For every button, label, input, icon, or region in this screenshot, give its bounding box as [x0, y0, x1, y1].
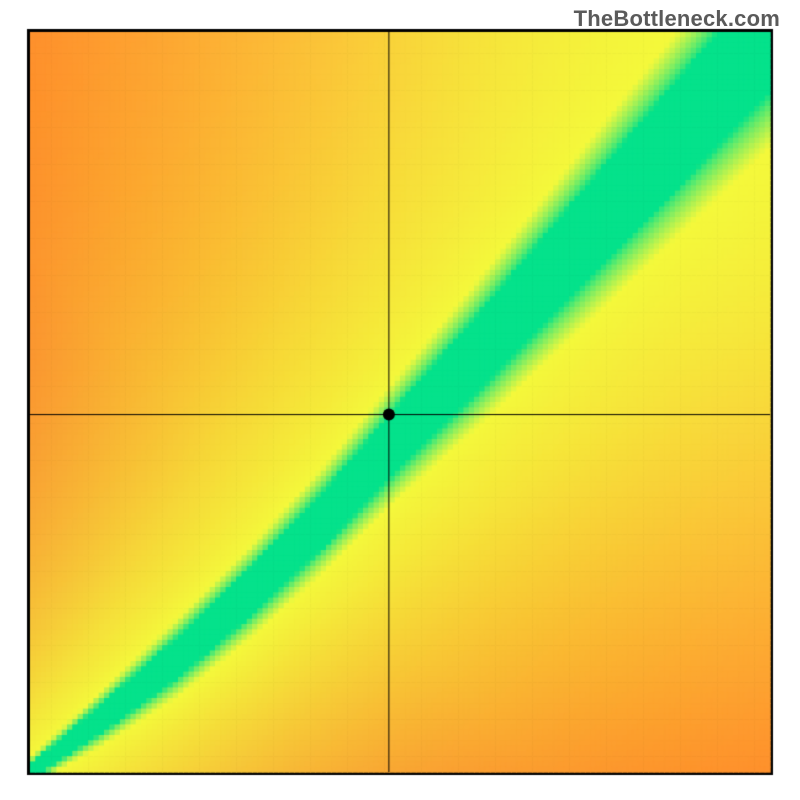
chart-container: TheBottleneck.com [0, 0, 800, 800]
watermark-text: TheBottleneck.com [574, 6, 780, 32]
heatmap-canvas [0, 0, 800, 800]
